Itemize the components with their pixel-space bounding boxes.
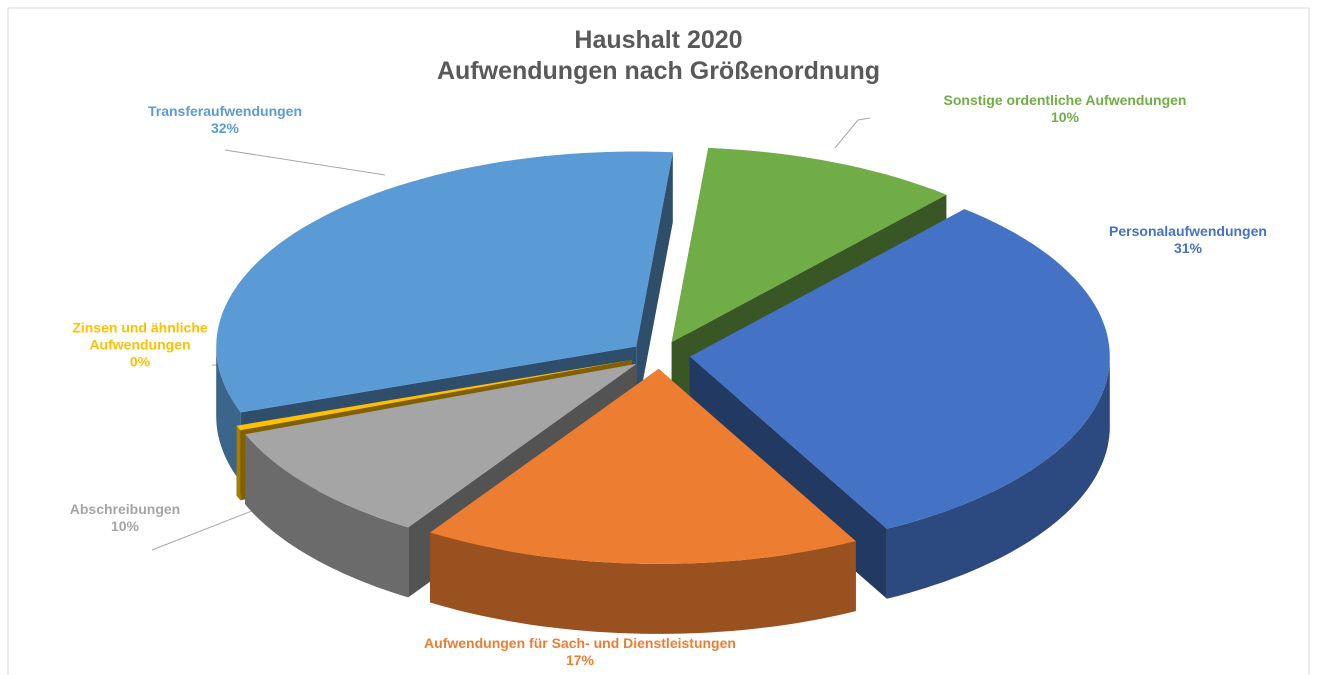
label-value: 32% xyxy=(210,120,240,136)
label-name: Sonstige ordentliche Aufwendungen xyxy=(943,92,1187,108)
slice-side xyxy=(245,434,409,598)
slice-side xyxy=(886,356,1110,599)
label-name: Personalaufwendungen xyxy=(1109,223,1267,239)
label-name: Abschreibungen xyxy=(69,501,181,517)
data-label: Transferaufwendungen 32% xyxy=(95,103,355,137)
slice xyxy=(236,359,632,431)
chart-subtitle: Aufwendungen nach Größenordnung xyxy=(436,57,881,85)
slice xyxy=(245,363,637,528)
leader-line xyxy=(224,149,386,176)
label-value: 31% xyxy=(1173,240,1203,256)
chart-title: Haushalt 2020 xyxy=(574,26,743,54)
slice-wall xyxy=(636,152,673,417)
label-name: Aufwendungen für Sach- und Dienstleistun… xyxy=(424,635,736,651)
pie xyxy=(216,147,1110,634)
label-value: 10% xyxy=(110,518,140,534)
data-label: Sonstige ordentliche Aufwendungen 10% xyxy=(865,92,1265,126)
data-label: Personalaufwendungen 31% xyxy=(1038,223,1317,257)
slice-side xyxy=(430,532,856,634)
data-label: Aufwendungen für Sach- und Dienstleistun… xyxy=(330,635,830,669)
label-value: 10% xyxy=(1050,109,1080,125)
chart-frame xyxy=(7,7,1310,675)
slice xyxy=(430,368,856,564)
label-value: 0% xyxy=(129,353,151,370)
slice-side xyxy=(216,346,241,483)
data-label: Zinsen und ähnliche Aufwendungen 0% xyxy=(50,320,230,371)
slice xyxy=(216,151,673,413)
leader-line xyxy=(834,117,871,149)
label-value: 17% xyxy=(565,652,595,668)
slice-side xyxy=(236,425,241,501)
label-name: Transferaufwendungen xyxy=(147,103,303,119)
label-name: Zinsen und ähnliche Aufwendungen xyxy=(72,319,208,353)
slice xyxy=(671,147,947,343)
slice xyxy=(689,209,1110,529)
data-label: Abschreibungen 10% xyxy=(25,501,225,535)
